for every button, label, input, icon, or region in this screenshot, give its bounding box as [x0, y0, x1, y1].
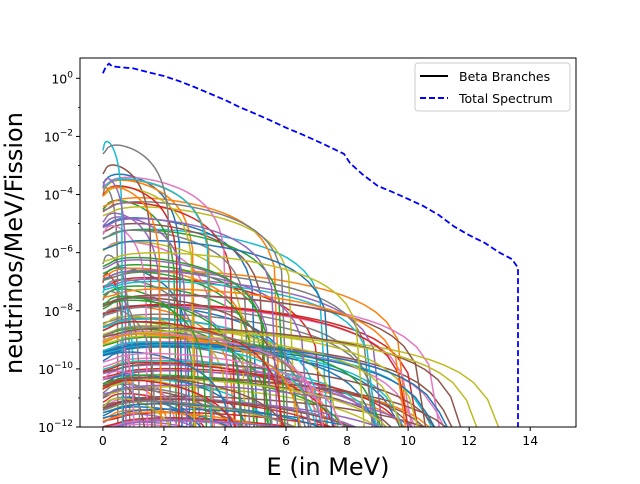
beta-branch-line: [102, 164, 153, 427]
beta-branch-line: [102, 374, 249, 427]
y-tick-label: 10−10: [38, 361, 73, 377]
beta-branch-line: [102, 400, 296, 427]
beta-branch-line: [102, 379, 237, 427]
beta-branch-line: [102, 269, 310, 427]
y-axis-label: neutrinos/MeV/Fission: [0, 112, 28, 374]
beta-branch-line: [102, 352, 345, 427]
y-tick-label: 10−2: [44, 128, 73, 144]
beta-branch-line: [102, 304, 409, 427]
beta-branch-line: [102, 409, 230, 427]
beta-branch-line: [102, 186, 163, 427]
beta-branch-line: [102, 296, 283, 427]
beta-branch-line: [102, 376, 287, 427]
y-tick-label: 10−6: [44, 245, 73, 261]
beta-branch-line: [102, 288, 407, 427]
legend-label-beta-branches: Beta Branches: [459, 69, 550, 84]
x-tick-label: 12: [461, 433, 477, 448]
beta-branch-line: [102, 326, 312, 427]
x-axis-label: E (in MeV): [267, 453, 390, 480]
beta-branch-line: [102, 374, 347, 427]
beta-branch-line: [102, 144, 172, 427]
x-tick-label: 6: [282, 433, 290, 448]
beta-branch-line: [102, 411, 268, 427]
y-tick-label: 10−4: [44, 187, 73, 203]
beta-branch-line: [102, 267, 256, 427]
beta-branch-line: [102, 333, 302, 427]
beta-branch-line: [102, 336, 382, 427]
y-axis: 10−12 10−10 10−8 10−6 10−4 10−2 100: [38, 70, 80, 435]
beta-branch-line: [102, 252, 366, 427]
beta-branch-line: [102, 140, 124, 427]
beta-branch-line: [102, 320, 284, 427]
x-axis: 0 2 4 6 8 10 12 14: [99, 427, 538, 448]
y-tick-label: 100: [51, 70, 73, 86]
x-tick-label: 4: [221, 433, 229, 448]
beta-branch-line: [102, 378, 388, 427]
x-tick-label: 8: [343, 433, 351, 448]
plot-frame: [79, 57, 577, 428]
beta-branch-line: [102, 308, 156, 427]
beta-branch-line: [102, 351, 233, 427]
beta-branch-line: [102, 334, 402, 427]
beta-branch-line: [102, 177, 127, 427]
beta-branch-line: [102, 176, 229, 427]
y-tick-label: 10−8: [44, 303, 73, 319]
total-spectrum-group: [102, 62, 519, 427]
beta-branch-line: [102, 229, 251, 427]
beta-branch-line: [102, 217, 279, 427]
beta-branch-line: [102, 216, 188, 427]
beta-branch-line: [102, 403, 322, 427]
x-tick-label: 10: [400, 433, 416, 448]
beta-branch-line: [102, 256, 269, 427]
legend: Beta Branches Total Spectrum: [414, 62, 571, 112]
legend-label-total-spectrum: Total Spectrum: [458, 91, 553, 106]
beta-branch-line: [102, 200, 289, 427]
total-spectrum-line: [102, 62, 519, 427]
x-tick-label: 0: [99, 433, 107, 448]
y-tick-label: 10−12: [38, 419, 73, 435]
x-tick-label: 2: [160, 433, 168, 448]
beta-branch-line: [102, 367, 404, 427]
x-tick-label: 14: [522, 433, 538, 448]
beta-branch-line: [102, 178, 212, 427]
beta-branch-line: [102, 294, 427, 427]
legend-box: [414, 62, 571, 112]
beta-branch-line: [102, 406, 231, 427]
beta-branch-line: [102, 239, 334, 427]
beta-branch-line: [102, 330, 478, 427]
beta-branch-line: [108, 419, 254, 427]
beta-branches-group: [102, 140, 500, 427]
